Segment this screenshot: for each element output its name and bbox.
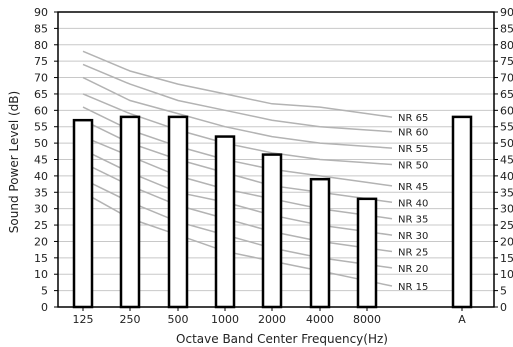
bar xyxy=(451,115,473,309)
bar xyxy=(356,197,378,309)
y-tick-label: 70 xyxy=(34,72,48,85)
y-tick-label-right: 10 xyxy=(500,268,513,281)
bar xyxy=(72,118,94,309)
y-tick-label: 55 xyxy=(34,121,48,134)
nr-curve-label: NR 60 xyxy=(398,128,428,139)
y-tick-label-right: 60 xyxy=(500,104,513,117)
bar xyxy=(119,115,141,309)
y-tick-label: 25 xyxy=(34,219,48,232)
nr-curve-label: NR 55 xyxy=(398,144,428,155)
y-tick-label: 40 xyxy=(34,170,48,183)
y-tick-label: 0 xyxy=(41,301,48,314)
x-tick-label: 125 xyxy=(73,313,94,326)
nr-curve xyxy=(82,50,393,118)
nr-curve-label: NR 40 xyxy=(398,198,428,209)
bar xyxy=(261,153,283,309)
nr-curve-labels: NR 65 NR 60 NR 55 NR 50 NR 45 NR 40 NR 35 NR 30… xyxy=(398,113,428,293)
y-tick-label-right: 5 xyxy=(500,285,507,298)
x-tick-labels: 125 250 500 1000 2000 4000 8000 A xyxy=(73,313,467,326)
x-tick-label: 4000 xyxy=(306,313,334,326)
x-tick-label: 1000 xyxy=(211,313,239,326)
y-tick-label-right: 65 xyxy=(500,88,513,101)
y-tick-labels-left: 0 5 10 15 20 25 30 35 40 45 50 55 60 65 70 75 80 85 90 xyxy=(34,6,48,314)
x-tick-label: 500 xyxy=(168,313,189,326)
nr-curve-label: NR 20 xyxy=(398,264,428,275)
y-tick-label: 15 xyxy=(34,252,48,265)
y-tick-label-right: 70 xyxy=(500,72,513,85)
x-tick-label: 250 xyxy=(120,313,141,326)
y-tick-label: 85 xyxy=(34,22,48,35)
y-tick-label-right: 80 xyxy=(500,39,513,52)
y-tick-label-right: 90 xyxy=(500,6,513,19)
x-tick-label: A xyxy=(458,313,466,326)
axes xyxy=(54,11,498,311)
y-tick-label-right: 15 xyxy=(500,252,513,265)
nr-curve xyxy=(82,63,393,133)
bar xyxy=(214,135,236,309)
y-tick-label-right: 45 xyxy=(500,154,513,167)
bar xyxy=(167,115,189,309)
y-tick-label: 10 xyxy=(34,268,48,281)
nr-curve xyxy=(82,76,393,149)
y-tick-label: 45 xyxy=(34,154,48,167)
y-tick-label: 80 xyxy=(34,39,48,52)
y-tick-label-right: 50 xyxy=(500,137,513,150)
x-tick-label: 8000 xyxy=(353,313,381,326)
bar xyxy=(309,177,331,309)
nr-curve-label: NR 35 xyxy=(398,215,428,226)
y-tick-label-right: 0 xyxy=(500,301,507,314)
y-tick-label-right: 55 xyxy=(500,121,513,134)
y-tick-label-right: 35 xyxy=(500,186,513,199)
nr-curve-label: NR 30 xyxy=(398,231,428,242)
y-tick-label: 50 xyxy=(34,137,48,150)
y-tick-label: 60 xyxy=(34,104,48,117)
x-axis-title: Octave Band Center Frequency(Hz) xyxy=(176,332,388,346)
nr-curve-label: NR 45 xyxy=(398,182,428,193)
y-tick-label-right: 20 xyxy=(500,235,513,248)
y-tick-label-right: 85 xyxy=(500,22,513,35)
y-tick-label-right: 75 xyxy=(500,55,513,68)
y-axis-title: Sound Power Level (dB) xyxy=(7,91,21,233)
y-tick-label-right: 25 xyxy=(500,219,513,232)
nr-curve-label: NR 65 xyxy=(398,113,428,124)
y-tick-label: 30 xyxy=(34,203,48,216)
y-tick-label: 35 xyxy=(34,186,48,199)
bars xyxy=(72,115,473,309)
y-tick-label-right: 40 xyxy=(500,170,513,183)
y-tick-label: 20 xyxy=(34,235,48,248)
y-tick-label-right: 30 xyxy=(500,203,513,216)
y-tick-label: 90 xyxy=(34,6,48,19)
y-tick-labels-right: 0 5 10 15 20 25 30 35 40 45 50 55 60 65 70 75 80 85 90 xyxy=(500,6,513,314)
y-tick-label: 65 xyxy=(34,88,48,101)
nr-curve-label: NR 25 xyxy=(398,247,428,258)
nr-curve-label: NR 15 xyxy=(398,282,428,293)
y-tick-label: 75 xyxy=(34,55,48,68)
nr-curve-label: NR 50 xyxy=(398,161,428,172)
x-tick-label: 2000 xyxy=(258,313,286,326)
y-tick-label: 5 xyxy=(41,285,48,298)
